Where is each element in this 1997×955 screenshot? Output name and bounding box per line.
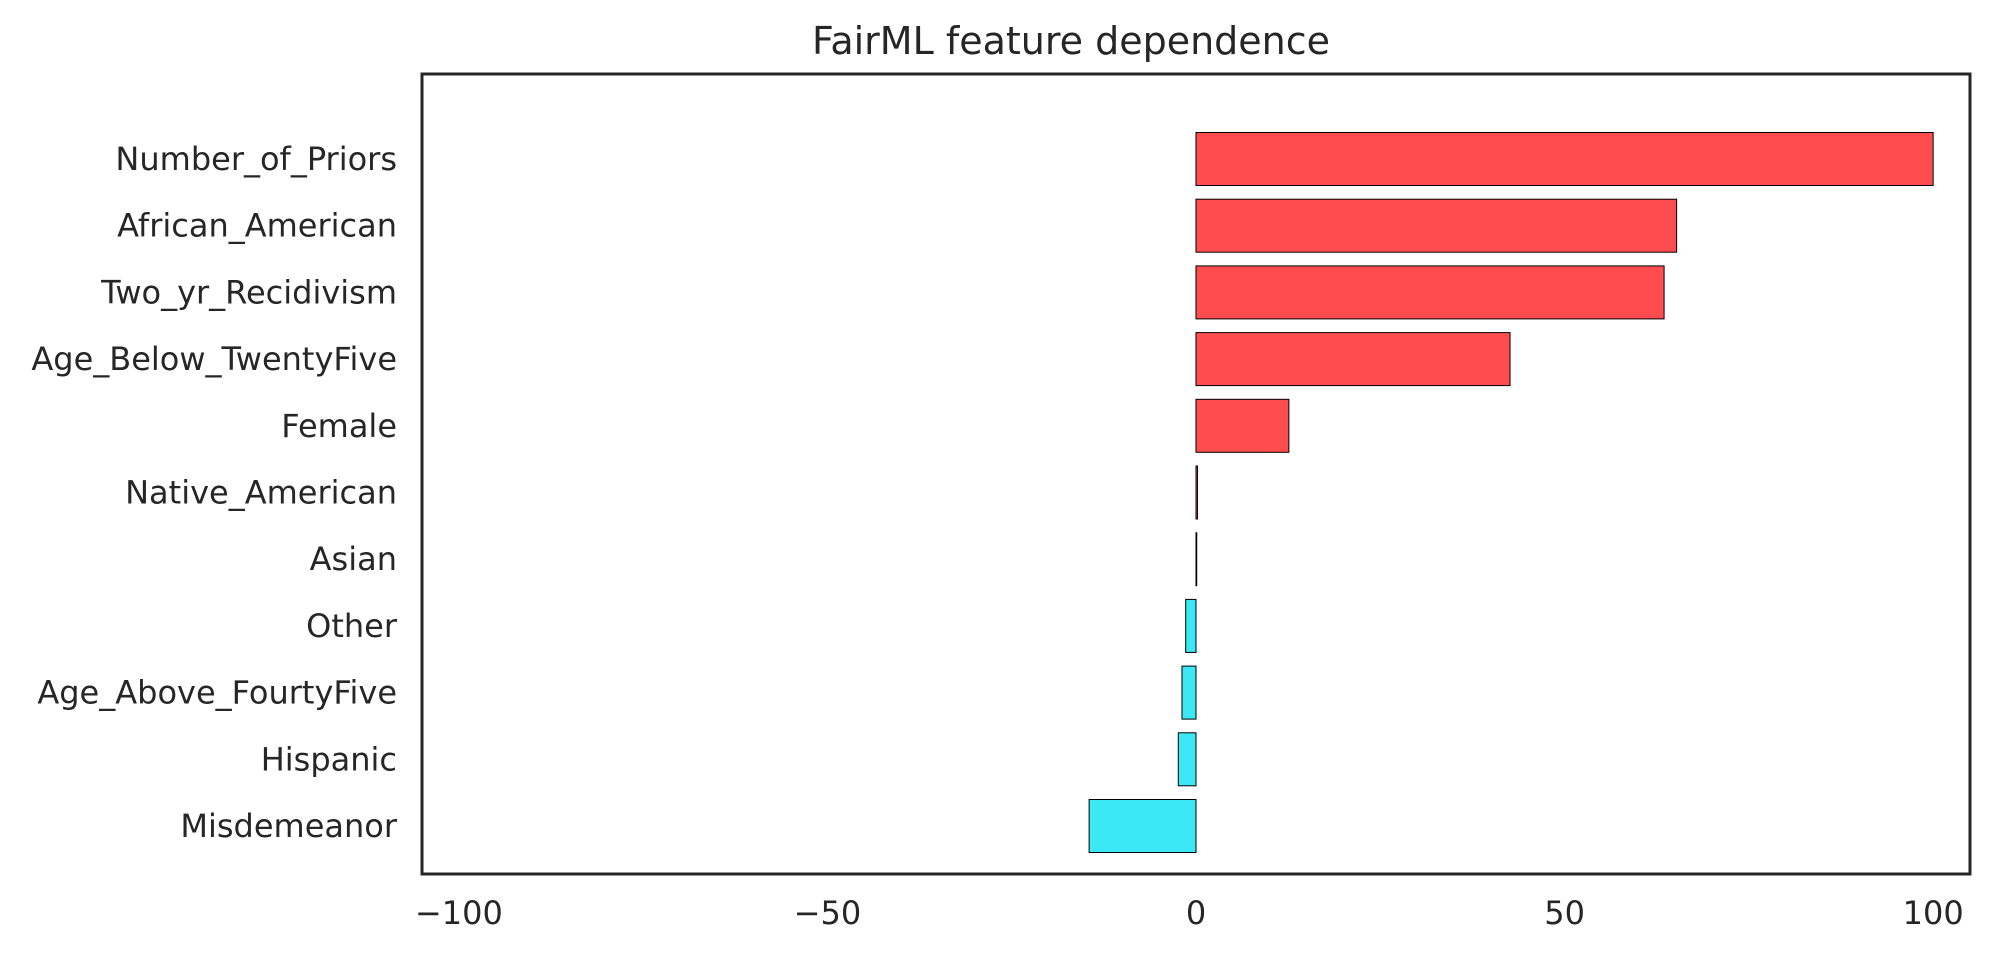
category-label: African_American — [117, 207, 397, 245]
bar-asian — [1195, 532, 1198, 587]
bars-layer — [1088, 132, 1934, 853]
bar-two-yr-recidivism — [1195, 265, 1665, 320]
bar-number-of-priors — [1195, 132, 1934, 186]
category-label: Female — [281, 407, 397, 445]
bar-age-above-fourtyfive — [1181, 665, 1197, 720]
chart-title: FairML feature dependence — [812, 19, 1330, 63]
bar-hispanic — [1177, 732, 1197, 787]
category-label: Native_American — [125, 474, 397, 512]
x-tick-label: −50 — [794, 894, 862, 932]
x-tick-label: 50 — [1544, 894, 1585, 932]
category-label: Age_Below_TwentyFive — [31, 340, 397, 378]
category-label: Other — [306, 607, 398, 645]
bar-other — [1185, 598, 1197, 653]
bar-female — [1195, 398, 1290, 453]
bar-age-below-twentyfive — [1195, 332, 1511, 387]
bar-misdemeanor — [1088, 799, 1197, 853]
x-tick-label: −100 — [415, 894, 503, 932]
x-tick-label: 100 — [1903, 894, 1964, 932]
category-label: Two_yr_Recidivism — [100, 273, 397, 311]
bar-native-american — [1195, 465, 1198, 520]
category-label: Misdemeanor — [180, 807, 398, 845]
category-label: Age_Above_FourtyFive — [37, 674, 397, 712]
bar-african-american — [1195, 198, 1678, 253]
x-axis-ticks: −100 −50 0 50 100 — [415, 894, 1964, 932]
category-label: Asian — [310, 540, 397, 578]
category-label: Number_of_Priors — [115, 140, 397, 178]
category-labels: Number_of_Priors African_American Two_yr_R… — [31, 140, 397, 845]
category-label: Hispanic — [261, 740, 397, 778]
x-tick-label: 0 — [1186, 894, 1206, 932]
plot-frame — [420, 72, 1972, 876]
